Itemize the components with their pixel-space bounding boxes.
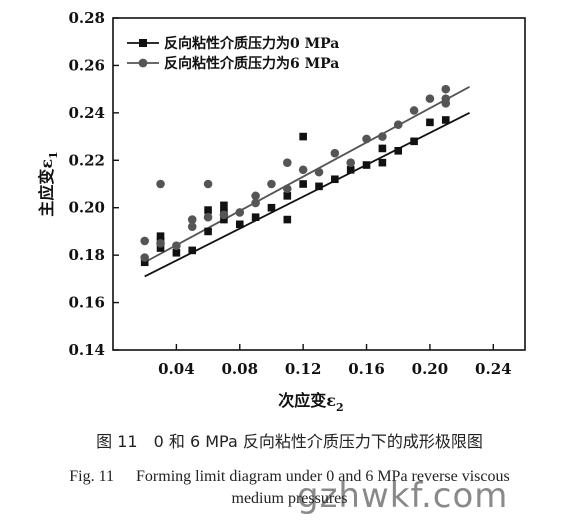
circle-point: [187, 215, 197, 224]
circle-point: [393, 120, 403, 130]
circle-point: [156, 238, 165, 248]
square-point: [362, 161, 371, 169]
circle-point: [362, 134, 371, 144]
circle-point: [425, 94, 435, 103]
square-point: [283, 215, 292, 224]
square-point: [204, 227, 212, 236]
figure-caption-en-line2: medium pressures: [231, 490, 348, 507]
circle-point: [251, 198, 260, 208]
square-point: [235, 220, 244, 229]
y-axis-title: 主应变ε1: [37, 151, 60, 216]
y-axis-title-subscript: 1: [47, 151, 60, 159]
y-tick-label: 0.26: [68, 56, 105, 74]
y-tick-label: 0.24: [68, 104, 105, 122]
circle-point: [187, 222, 197, 231]
x-axis-title: 次应变ε2: [278, 391, 343, 414]
square-point: [410, 137, 418, 146]
square-point: [315, 182, 323, 191]
x-tick-label: 0.08: [221, 360, 258, 378]
x-tick-label: 0.20: [412, 360, 449, 378]
circle-point: [409, 106, 419, 115]
square-point: [188, 246, 197, 255]
plot-frame: [112, 17, 526, 351]
legend: 反向粘性介质压力为0 MPa 反向粘性介质压力为6 MPa: [127, 35, 339, 72]
data-points: [140, 84, 451, 267]
square-point: [346, 165, 355, 174]
watermark: gzhwkf.com: [297, 476, 509, 516]
circle-point: [346, 158, 355, 167]
figure-caption-en: Fig. 11 Forming limit diagram under 0 and…: [0, 466, 579, 510]
circle-point: [441, 94, 451, 103]
circle-point: [203, 212, 213, 222]
circle-point: [441, 84, 451, 94]
circle-point: [203, 179, 213, 189]
circle-point: [235, 208, 245, 217]
square-point: [331, 175, 339, 184]
axis-ticks: 0.14 0.16 0.18 0.20 0.22 0.24 0.26 0.28 0.04 0.08…: [68, 9, 511, 378]
square-point: [283, 192, 292, 200]
square-point: [204, 206, 212, 214]
legend-label-0: 反向粘性介质压力为0 MPa: [164, 35, 339, 52]
square-point: [426, 118, 434, 127]
x-axis-title-subscript: 2: [336, 401, 344, 414]
square-point: [251, 213, 260, 221]
x-tick-label: 0.16: [348, 360, 385, 378]
square-point: [299, 180, 307, 188]
square-point: [378, 144, 387, 153]
circle-point: [219, 210, 229, 220]
square-point: [267, 203, 276, 212]
square-point: [140, 258, 149, 267]
x-tick-label: 0.24: [475, 360, 512, 378]
circle-point: [330, 148, 340, 158]
circle-point: [140, 253, 149, 262]
circle-point: [172, 241, 181, 250]
circle-point: [251, 191, 260, 201]
square-point: [156, 244, 165, 252]
square-point: [394, 147, 403, 155]
y-tick-label: 0.20: [68, 199, 105, 217]
figure-caption-en-line1: Fig. 11 Forming limit diagram under 0 and…: [0, 466, 579, 488]
circle-point: [378, 132, 387, 141]
y-tick-label: 0.14: [68, 341, 105, 359]
square-point: [156, 232, 165, 240]
forming-limit-chart: 0.14 0.16 0.18 0.20 0.22 0.24 0.26 0.28 0.04 0.08…: [37, 9, 526, 414]
square-point: [441, 116, 450, 124]
plot-border: [112, 17, 526, 351]
figure-label: Fig. 11: [69, 468, 115, 485]
y-tick-label: 0.18: [68, 246, 105, 264]
square-point: [220, 201, 228, 210]
x-tick-label: 0.12: [285, 360, 322, 378]
square-point: [378, 158, 387, 167]
circle-point: [283, 184, 292, 194]
legend-label-1: 反向粘性介质压力为6 MPa: [164, 55, 339, 72]
circle-point: [156, 179, 165, 189]
figure-caption-en-text: Forming limit diagram under 0 and 6 MPa …: [136, 468, 510, 485]
square-point: [220, 215, 228, 224]
circle-point: [140, 236, 149, 246]
circle-point: [283, 158, 292, 167]
circle-point: [314, 167, 324, 177]
legend-square-marker: [139, 39, 147, 47]
y-tick-label: 0.22: [68, 151, 105, 169]
square-point: [172, 248, 181, 257]
fit-line-series-1: [144, 85, 470, 264]
y-tick-label: 0.16: [68, 294, 105, 312]
axis-titles: 次应变ε2 主应变ε1: [37, 151, 344, 414]
circle-point: [298, 165, 308, 175]
y-tick-label: 0.28: [68, 9, 105, 27]
circle-point: [267, 179, 276, 189]
figure-caption-cn: 图 11 0 和 6 MPa 反向粘性介质压力下的成形极限图: [96, 432, 483, 451]
x-tick-label: 0.04: [158, 360, 195, 378]
legend-circle-marker: [138, 58, 148, 68]
square-point: [299, 132, 307, 141]
